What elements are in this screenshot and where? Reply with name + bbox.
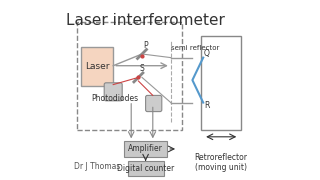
Text: R: R <box>204 101 210 110</box>
Text: Laser interferometer: Laser interferometer <box>66 13 225 28</box>
Text: S: S <box>139 64 144 73</box>
FancyBboxPatch shape <box>146 95 162 112</box>
Text: Digital counter: Digital counter <box>117 164 174 173</box>
FancyBboxPatch shape <box>104 83 122 101</box>
Text: semi reflector: semi reflector <box>171 45 219 51</box>
Text: Retroreflector
(moving unit): Retroreflector (moving unit) <box>195 153 248 172</box>
Text: Laser: Laser <box>85 62 109 71</box>
FancyBboxPatch shape <box>128 161 164 176</box>
Text: Dr J Thomas: Dr J Thomas <box>74 162 120 171</box>
FancyBboxPatch shape <box>124 141 167 157</box>
Text: P: P <box>143 41 148 50</box>
Text: Photodiodes: Photodiodes <box>92 94 139 103</box>
Text: Q: Q <box>204 49 210 58</box>
Text: Amplifier: Amplifier <box>128 144 163 153</box>
FancyBboxPatch shape <box>81 47 113 86</box>
